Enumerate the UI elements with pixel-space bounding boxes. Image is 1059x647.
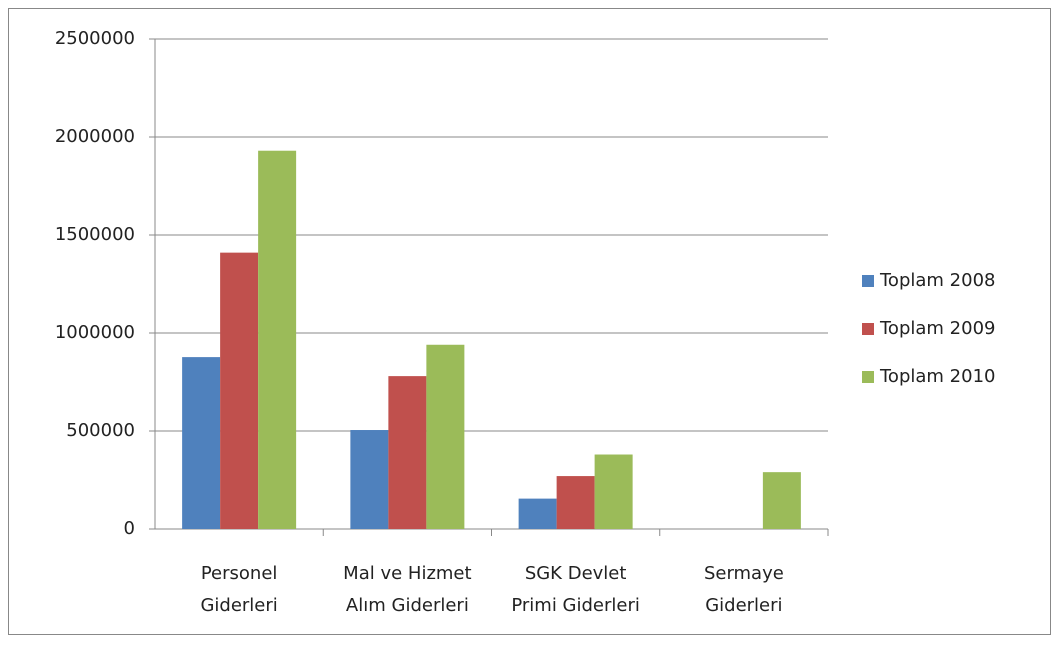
chart-frame (8, 8, 1051, 635)
bar (182, 357, 221, 529)
bar (350, 430, 389, 529)
y-tick-label: 2500000 (55, 28, 135, 49)
x-tick-label: Giderleri (705, 595, 782, 616)
bar (556, 476, 595, 529)
x-tick-label: Primi Giderleri (511, 595, 640, 616)
y-tick-label: 0 (124, 518, 135, 539)
y-tick-label: 1000000 (55, 322, 135, 343)
legend-label: Toplam 2009 (879, 318, 995, 339)
legend-swatch (862, 275, 874, 287)
x-tick-label: SGK Devlet (525, 563, 627, 584)
bar (220, 252, 259, 529)
legend-swatch (862, 371, 874, 383)
bar (426, 344, 465, 529)
x-tick-label: Giderleri (200, 595, 277, 616)
x-tick-label: Personel (201, 563, 278, 584)
x-tick-label: Sermaye (704, 563, 784, 584)
x-tick-label: Alım Giderleri (346, 595, 469, 616)
x-tick-label: Mal ve Hizmet (343, 563, 471, 584)
bar (258, 150, 297, 529)
legend-label: Toplam 2010 (879, 366, 995, 387)
y-tick-label: 2000000 (55, 126, 135, 147)
y-tick-label: 500000 (66, 420, 135, 441)
bar (518, 498, 557, 529)
bar (388, 376, 427, 529)
bar (594, 454, 633, 529)
legend-label: Toplam 2008 (879, 270, 995, 291)
legend-swatch (862, 323, 874, 335)
bar (762, 472, 801, 529)
y-tick-label: 1500000 (55, 224, 135, 245)
